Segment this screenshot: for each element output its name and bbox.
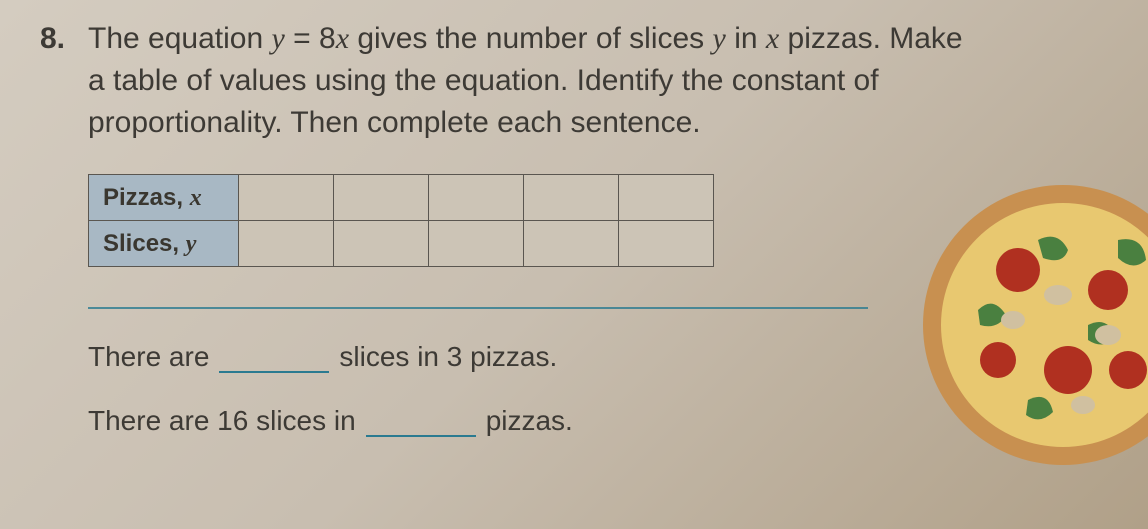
row-header-slices: Slices, y — [89, 221, 239, 267]
question-line-2: a table of values using the equation. Id… — [88, 60, 1108, 102]
header-var: x — [190, 185, 202, 211]
fill-blank[interactable] — [366, 409, 476, 437]
cell[interactable] — [429, 221, 524, 267]
var-y2: y — [713, 22, 726, 55]
cell[interactable] — [429, 175, 524, 221]
text: pizzas. Make — [779, 22, 962, 55]
cell[interactable] — [239, 175, 334, 221]
pizza-icon — [918, 180, 1148, 470]
question-line-3: proportionality. Then complete each sent… — [88, 102, 1108, 144]
header-text: Pizzas, — [103, 184, 190, 211]
table-row: Slices, y — [89, 221, 714, 267]
cell[interactable] — [334, 175, 429, 221]
row-header-pizzas: Pizzas, x — [89, 175, 239, 221]
var-x2: x — [766, 22, 779, 55]
table-row: Pizzas, x — [89, 175, 714, 221]
cell[interactable] — [619, 221, 714, 267]
sentence-before: There are 16 slices in — [88, 405, 356, 437]
values-table: Pizzas, x Slices, y — [88, 174, 714, 267]
fill-blank[interactable] — [219, 345, 329, 373]
question-block: 8. The equation y = 8x gives the number … — [0, 0, 1148, 144]
question-line-1: 8. The equation y = 8x gives the number … — [40, 18, 1108, 144]
cell[interactable] — [524, 175, 619, 221]
sentence-after: pizzas. — [486, 405, 573, 437]
question-body: The equation y = 8x gives the number of … — [88, 18, 1108, 144]
sentence-after: slices in 3 pizzas. — [339, 341, 557, 373]
answer-blank-line[interactable] — [88, 307, 868, 309]
text: = 8 — [285, 22, 336, 55]
header-var: y — [186, 231, 197, 257]
cell[interactable] — [239, 221, 334, 267]
sentence-before: There are — [88, 341, 209, 373]
text: in — [726, 22, 766, 55]
cell[interactable] — [334, 221, 429, 267]
var-x: x — [336, 22, 349, 55]
cell[interactable] — [524, 221, 619, 267]
cell[interactable] — [619, 175, 714, 221]
question-number: 8. — [40, 18, 70, 60]
header-text: Slices, — [103, 230, 186, 257]
var-y: y — [271, 22, 284, 55]
text: gives the number of slices — [349, 22, 713, 55]
text: The equation — [88, 22, 271, 55]
